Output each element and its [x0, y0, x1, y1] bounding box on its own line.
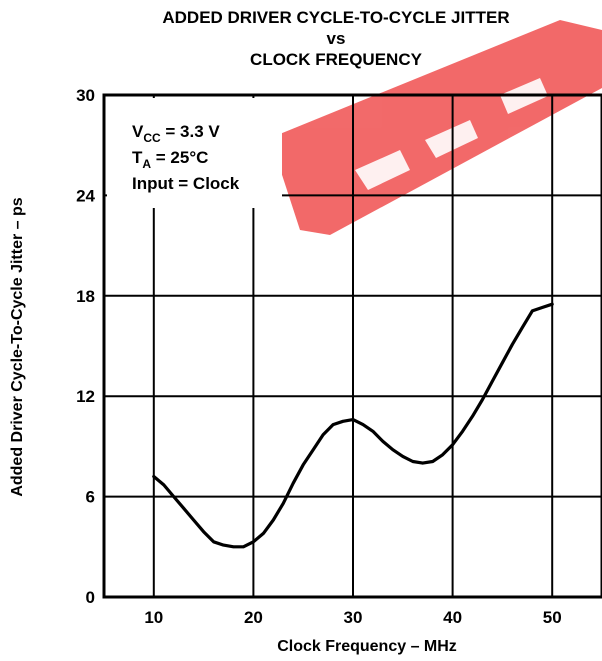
y-axis-label: Added Driver Cycle-To-Cycle Jitter – ps — [9, 197, 26, 496]
y-tick-labels: 0 6 12 18 24 30 — [76, 86, 95, 607]
conditions-box: VCC = 3.3 V TA = 25°C Input = Clock — [107, 98, 282, 208]
annotation-vcc: VCC = 3.3 V — [132, 122, 220, 145]
series-line — [152, 302, 554, 549]
y-tick-label-0: 0 — [86, 588, 95, 607]
x-tick-label-20: 20 — [244, 608, 263, 627]
y-tick-label-24: 24 — [76, 186, 95, 205]
chart-title-line-2: vs — [327, 29, 346, 48]
x-tick-label-30: 30 — [344, 608, 363, 627]
x-tick-label-40: 40 — [443, 608, 462, 627]
x-axis-label: Clock Frequency – MHz — [277, 638, 457, 655]
x-tick-label-10: 10 — [144, 608, 163, 627]
y-tick-label-6: 6 — [86, 488, 95, 507]
y-tick-label-30: 30 — [76, 86, 95, 105]
annotation-ta: TA = 25°C — [132, 148, 208, 171]
x-tick-label-50: 50 — [543, 608, 562, 627]
y-tick-label-18: 18 — [76, 287, 95, 306]
conditions-box-background — [107, 98, 282, 208]
chart-title-line-1: ADDED DRIVER CYCLE-TO-CYCLE JITTER — [162, 8, 509, 27]
watermark-hole-2 — [425, 120, 478, 158]
x-tick-labels: 10 20 30 40 50 — [144, 608, 561, 627]
plot-frame — [102, 93, 602, 599]
watermark-hole-1 — [355, 150, 410, 190]
annotation-input: Input = Clock — [132, 174, 240, 193]
chart-title-line-3: CLOCK FREQUENCY — [250, 50, 423, 69]
y-tick-label-12: 12 — [76, 387, 95, 406]
